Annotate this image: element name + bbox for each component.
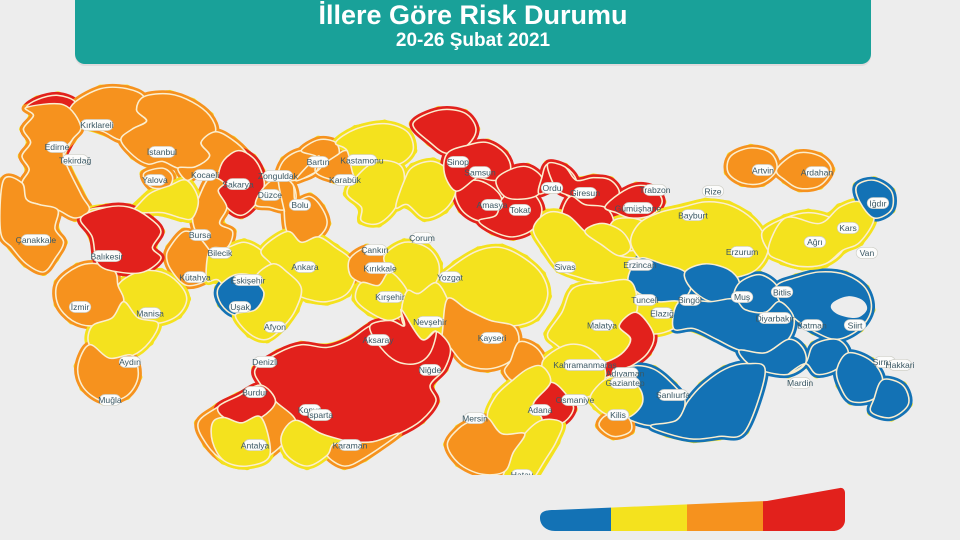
svg-text:Aksaray: Aksaray <box>363 335 395 345</box>
svg-text:Tekirdağ: Tekirdağ <box>59 156 92 166</box>
svg-text:İzmir: İzmir <box>71 302 90 312</box>
svg-text:Aydın: Aydın <box>119 357 141 367</box>
svg-text:Diyarbakır: Diyarbakır <box>755 314 794 324</box>
svg-text:Malatya: Malatya <box>587 321 617 331</box>
svg-text:Hakkari: Hakkari <box>885 360 914 370</box>
svg-text:Bolu: Bolu <box>291 200 309 210</box>
svg-text:Muğla: Muğla <box>98 395 122 405</box>
svg-text:Kırşehir: Kırşehir <box>375 292 405 302</box>
svg-text:Kütahya: Kütahya <box>179 273 211 283</box>
svg-text:Kocaeli: Kocaeli <box>191 171 219 181</box>
svg-text:Manisa: Manisa <box>136 309 164 319</box>
svg-text:Kilis: Kilis <box>610 410 626 420</box>
svg-text:Osmaniye: Osmaniye <box>556 395 595 405</box>
svg-text:Kayseri: Kayseri <box>478 333 507 343</box>
svg-text:Düzce: Düzce <box>258 190 283 200</box>
svg-text:Erzincan: Erzincan <box>623 260 657 270</box>
svg-text:Tokat: Tokat <box>510 205 531 215</box>
svg-text:Çanakkale: Çanakkale <box>16 235 57 245</box>
svg-text:Eskişehir: Eskişehir <box>231 276 266 286</box>
svg-text:Bartın: Bartın <box>307 157 330 167</box>
svg-text:Çorum: Çorum <box>409 233 435 243</box>
svg-text:Bitlis: Bitlis <box>773 288 791 298</box>
svg-text:Ağrı: Ağrı <box>807 237 823 247</box>
svg-text:Denizli: Denizli <box>252 357 278 367</box>
svg-text:Bingöl: Bingöl <box>678 295 702 305</box>
svg-text:Batman: Batman <box>797 321 827 331</box>
svg-text:Siirt: Siirt <box>848 321 863 331</box>
svg-text:Tunceli: Tunceli <box>631 295 658 305</box>
svg-text:Yalova: Yalova <box>142 175 168 185</box>
svg-text:Kırıkkale: Kırıkkale <box>363 264 397 274</box>
svg-text:Bayburt: Bayburt <box>678 211 708 221</box>
svg-text:Ardahan: Ardahan <box>801 168 834 178</box>
svg-text:Isparta: Isparta <box>307 410 334 420</box>
svg-text:Sinop: Sinop <box>447 157 469 167</box>
svg-text:Giresun: Giresun <box>570 188 600 198</box>
svg-text:Amasya: Amasya <box>477 200 508 210</box>
svg-text:Gaziantep: Gaziantep <box>606 378 645 388</box>
svg-text:Şanlıurfa: Şanlıurfa <box>656 390 691 400</box>
svg-text:Niğde: Niğde <box>419 365 442 375</box>
svg-text:Adana: Adana <box>528 405 553 415</box>
svg-text:Afyon: Afyon <box>264 322 286 332</box>
svg-text:Antalya: Antalya <box>241 441 270 451</box>
svg-text:Ankara: Ankara <box>291 262 319 272</box>
svg-text:Samsun: Samsun <box>464 168 496 178</box>
svg-text:Uşak: Uşak <box>230 302 250 312</box>
svg-text:Burdur: Burdur <box>242 388 268 398</box>
svg-text:Artvin: Artvin <box>752 166 774 176</box>
svg-text:Trabzon: Trabzon <box>639 185 671 195</box>
svg-text:Rize: Rize <box>704 187 722 197</box>
svg-text:Gümüşhane: Gümüşhane <box>615 204 662 214</box>
svg-text:Mersin: Mersin <box>462 414 488 424</box>
svg-text:Kastamonu: Kastamonu <box>340 156 384 166</box>
svg-text:Sivas: Sivas <box>555 262 576 272</box>
svg-text:Kahramanmaraş: Kahramanmaraş <box>553 360 616 370</box>
svg-text:Zonguldak: Zonguldak <box>258 171 299 181</box>
svg-text:Nevşehir: Nevşehir <box>413 317 447 327</box>
svg-text:İstanbul: İstanbul <box>147 147 177 157</box>
svg-text:Hatay: Hatay <box>511 470 534 475</box>
svg-text:Bursa: Bursa <box>189 230 212 240</box>
svg-text:Elazığ: Elazığ <box>650 309 674 319</box>
svg-text:Çankırı: Çankırı <box>361 245 389 255</box>
svg-text:Balıkesir: Balıkesir <box>91 252 124 262</box>
svg-text:Karabük: Karabük <box>329 175 362 185</box>
svg-text:Kırklareli: Kırklareli <box>80 120 114 130</box>
svg-text:Karaman: Karaman <box>333 441 368 451</box>
svg-text:Yozgat: Yozgat <box>437 273 464 283</box>
svg-text:Edirne: Edirne <box>45 142 70 152</box>
svg-text:Muş: Muş <box>734 292 750 302</box>
svg-text:Sakarya: Sakarya <box>222 180 254 190</box>
svg-text:Ordu: Ordu <box>543 183 562 193</box>
svg-text:Van: Van <box>860 248 875 258</box>
svg-text:Bilecik: Bilecik <box>208 248 234 258</box>
svg-text:Mardin: Mardin <box>787 378 814 388</box>
svg-text:Erzurum: Erzurum <box>726 247 758 257</box>
svg-text:Kars: Kars <box>839 223 857 233</box>
svg-text:Iğdır: Iğdır <box>869 199 886 209</box>
